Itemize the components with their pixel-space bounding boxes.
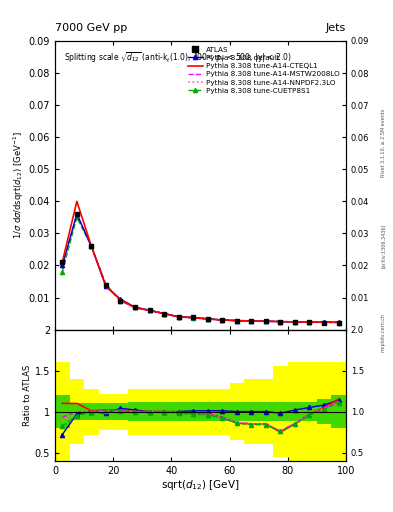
Text: Splitting scale $\sqrt{d_{12}}$ (anti-k$_t$(1.0), 400< p$_T$ < 500, |y| < 2.0): Splitting scale $\sqrt{d_{12}}$ (anti-k$…	[64, 50, 292, 65]
Text: 7000 GeV pp: 7000 GeV pp	[55, 23, 127, 33]
Text: Rivet 3.1.10, ≥ 2.5M events: Rivet 3.1.10, ≥ 2.5M events	[381, 109, 386, 178]
Y-axis label: 1/$\sigma$ d$\sigma$/dsqrt($d_{12}$) [GeV$^{-1}$]: 1/$\sigma$ d$\sigma$/dsqrt($d_{12}$) [Ge…	[11, 132, 26, 239]
Text: mcplots.cern.ch: mcplots.cern.ch	[381, 313, 386, 352]
Y-axis label: Ratio to ATLAS: Ratio to ATLAS	[23, 365, 32, 426]
Legend: ATLAS, Pythia 8.308 default, Pythia 8.308 tune-A14-CTEQL1, Pythia 8.308 tune-A14: ATLAS, Pythia 8.308 default, Pythia 8.30…	[185, 45, 342, 96]
Text: [arXiv:1306.3436]: [arXiv:1306.3436]	[381, 224, 386, 268]
X-axis label: sqrt($d_{12}$) [GeV]: sqrt($d_{12}$) [GeV]	[161, 478, 240, 493]
Text: Jets: Jets	[325, 23, 346, 33]
